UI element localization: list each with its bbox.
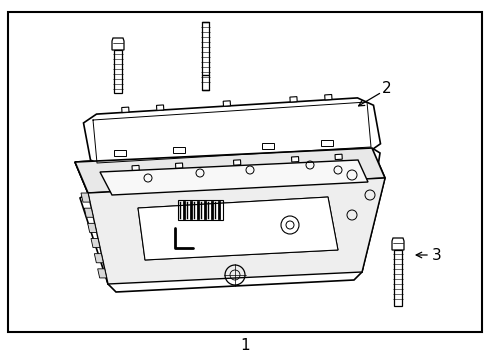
Polygon shape xyxy=(138,197,338,260)
Polygon shape xyxy=(83,98,381,167)
Polygon shape xyxy=(292,157,299,162)
Polygon shape xyxy=(75,148,385,193)
Polygon shape xyxy=(392,238,404,250)
Polygon shape xyxy=(84,208,93,217)
Polygon shape xyxy=(114,50,122,93)
Polygon shape xyxy=(321,140,334,146)
Polygon shape xyxy=(173,147,185,153)
Polygon shape xyxy=(91,239,100,248)
Polygon shape xyxy=(234,160,241,165)
Polygon shape xyxy=(132,165,139,171)
Polygon shape xyxy=(95,254,103,263)
Polygon shape xyxy=(290,96,297,102)
Polygon shape xyxy=(262,143,274,149)
Polygon shape xyxy=(201,22,209,90)
Polygon shape xyxy=(122,107,129,113)
Polygon shape xyxy=(75,148,380,292)
Polygon shape xyxy=(88,223,97,233)
Text: 2: 2 xyxy=(382,81,392,95)
Polygon shape xyxy=(335,154,343,159)
Polygon shape xyxy=(394,250,402,306)
Polygon shape xyxy=(156,105,164,111)
Polygon shape xyxy=(325,94,332,100)
Polygon shape xyxy=(98,269,107,278)
Polygon shape xyxy=(112,38,124,50)
Polygon shape xyxy=(138,197,338,260)
Bar xyxy=(8,12,482,332)
Polygon shape xyxy=(88,178,385,284)
Polygon shape xyxy=(175,163,183,168)
Polygon shape xyxy=(81,193,90,202)
Polygon shape xyxy=(114,150,125,156)
Polygon shape xyxy=(223,101,230,106)
Polygon shape xyxy=(75,148,385,289)
Text: 3: 3 xyxy=(432,248,442,262)
Bar xyxy=(178,200,223,220)
Polygon shape xyxy=(100,160,358,268)
Text: 1: 1 xyxy=(240,338,250,352)
Polygon shape xyxy=(100,160,368,195)
